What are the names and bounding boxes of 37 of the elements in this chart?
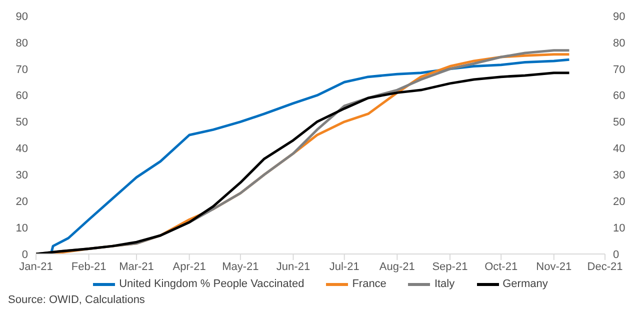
y2-tick-label: 90	[613, 10, 626, 23]
x-tick-label: Jun-21	[276, 260, 310, 273]
y2-tick-label: 40	[613, 143, 626, 156]
y2-tick-label: 30	[613, 170, 626, 182]
y2-tick-label: 0	[613, 248, 620, 261]
legend-label: Germany	[502, 278, 548, 290]
legend-label: United Kingdom % People Vaccinated	[119, 278, 304, 290]
x-tick-label: Oct-21	[484, 260, 518, 273]
y-tick-label: 80	[16, 37, 28, 50]
y-tick-label: 40	[16, 143, 28, 156]
y-tick-label: 70	[16, 64, 28, 76]
y-tick-label: 30	[16, 170, 28, 182]
x-tick-label: Apr-21	[172, 260, 206, 273]
legend-label: Italy	[434, 278, 455, 290]
y2-tick-label: 80	[613, 37, 626, 50]
y2-tick-label: 10	[613, 222, 626, 234]
x-tick-label: Mar-21	[119, 260, 154, 273]
y-tick-label: 20	[16, 196, 28, 208]
x-tick-label: Aug-21	[379, 260, 415, 273]
x-tick-label: Sep-21	[432, 260, 468, 273]
x-tick-label: Feb-21	[71, 260, 106, 273]
source-note: Source: OWID, Calculations	[8, 294, 146, 306]
x-tick-label: May-21	[222, 260, 259, 273]
y2-tick-label: 70	[613, 64, 626, 76]
y-tick-label: 10	[16, 222, 28, 234]
legend-label: France	[352, 278, 386, 290]
y-tick-label: 0	[22, 248, 28, 261]
y2-tick-label: 60	[613, 90, 626, 102]
y-tick-label: 90	[16, 10, 28, 23]
y2-tick-label: 50	[613, 116, 626, 129]
y-tick-label: 50	[16, 116, 28, 129]
y2-tick-label: 20	[613, 196, 626, 208]
x-tick-label: Dec-21	[587, 260, 623, 273]
x-tick-label: Nov-21	[536, 260, 572, 273]
x-tick-label: Jul-21	[329, 260, 360, 273]
x-tick-label: Jan-21	[19, 260, 53, 273]
y-tick-label: 60	[16, 90, 28, 102]
